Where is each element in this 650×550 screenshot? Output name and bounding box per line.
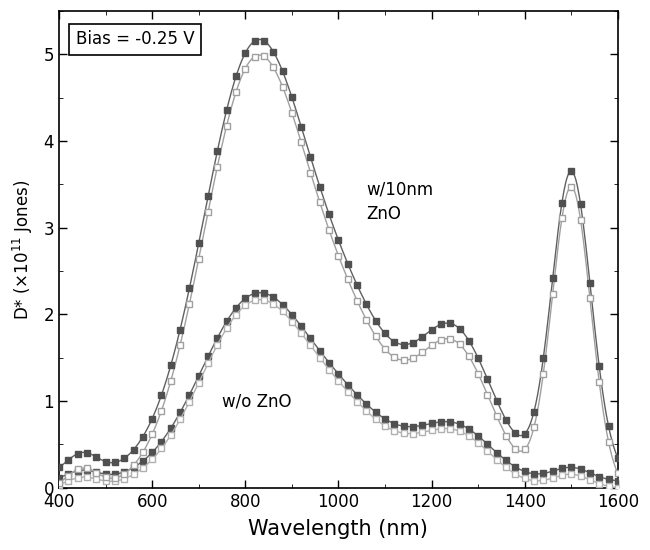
Text: Bias = -0.25 V: Bias = -0.25 V bbox=[76, 30, 194, 48]
X-axis label: Wavelength (nm): Wavelength (nm) bbox=[248, 519, 428, 539]
Y-axis label: D* ($\times$10$^{11}$ Jones): D* ($\times$10$^{11}$ Jones) bbox=[11, 179, 35, 320]
Text: w/o ZnO: w/o ZnO bbox=[222, 392, 291, 410]
Text: w/10nm
ZnO: w/10nm ZnO bbox=[367, 181, 434, 223]
